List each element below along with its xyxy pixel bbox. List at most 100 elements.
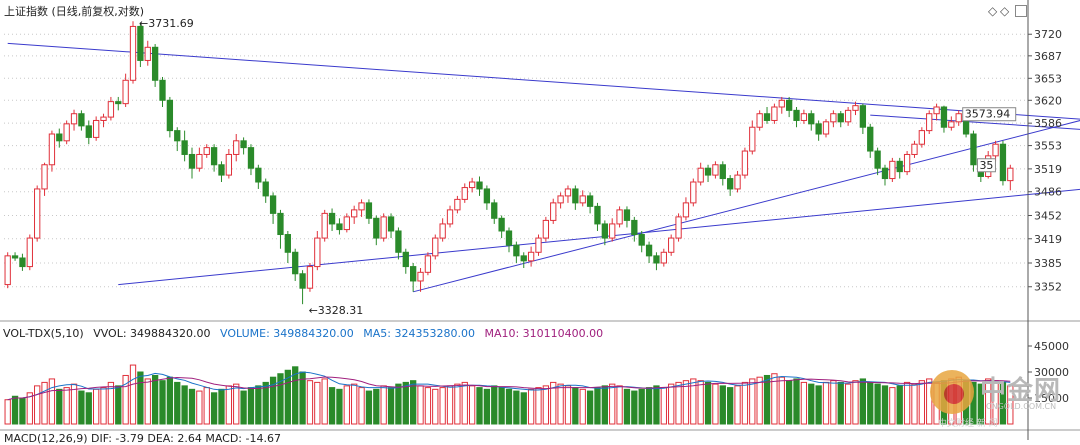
y-tick-label: 3419 <box>1034 233 1062 246</box>
volume-ma-line <box>7 376 1011 401</box>
candle-body <box>203 147 210 155</box>
candle-body <box>926 113 933 132</box>
volume-bar <box>328 387 336 425</box>
candle-body <box>19 257 26 268</box>
volume-bar <box>387 387 395 425</box>
volume-bar <box>373 388 380 425</box>
volume-bar <box>92 388 100 425</box>
volume-bar <box>188 388 196 425</box>
volume-bar <box>778 376 785 425</box>
volume-bar <box>601 385 608 425</box>
candle-body <box>948 121 955 128</box>
trendline <box>413 120 1080 293</box>
volume-bar <box>712 383 719 425</box>
volume-bar <box>822 381 830 425</box>
candle-body <box>380 216 387 239</box>
candle-body <box>734 174 741 190</box>
candle-body <box>159 79 166 101</box>
candle-body <box>660 251 667 264</box>
volume-bar <box>653 385 660 425</box>
volume-bar <box>550 381 557 425</box>
trendline <box>870 114 1080 130</box>
candle-body <box>240 140 247 149</box>
candle-body <box>314 237 321 268</box>
volume-bar <box>520 392 527 425</box>
volume-bar <box>844 383 852 425</box>
candle-body <box>115 101 122 105</box>
volume-bar <box>225 385 233 425</box>
settings-icon[interactable]: ◇ <box>1000 4 1010 18</box>
candle-body <box>933 106 940 115</box>
trendline <box>7 42 1080 120</box>
volume-bar <box>41 381 48 425</box>
price-annotation: ←3731.69 <box>139 17 194 30</box>
candle-body <box>542 219 550 239</box>
candle-body <box>992 143 999 157</box>
volume-bar <box>756 376 763 425</box>
candle-body <box>852 105 859 111</box>
candle-body <box>387 216 395 232</box>
candle-body <box>26 237 33 268</box>
candle-body <box>631 219 638 236</box>
volume-bar <box>793 378 800 425</box>
candle-body <box>166 99 174 132</box>
volume-bar <box>977 383 984 425</box>
collapse-icon[interactable]: ◇ <box>988 4 998 18</box>
volume-bar <box>56 388 63 425</box>
volume-bar <box>446 385 454 425</box>
annotation-box <box>962 107 1017 122</box>
volume-bar <box>505 388 513 425</box>
volume-bar <box>704 381 712 425</box>
volume-bar <box>852 380 859 425</box>
volume-bar <box>542 385 550 425</box>
candle-body <box>63 123 70 142</box>
volume-bar <box>483 388 491 425</box>
candle-body <box>11 255 19 259</box>
volume-bar <box>461 381 468 425</box>
trendline <box>118 188 1080 286</box>
candle-body <box>815 123 822 135</box>
y-tick-label: 3687 <box>1034 50 1062 63</box>
y-tick-label: 3586 <box>1034 117 1062 130</box>
candle-body <box>874 150 881 169</box>
candle-body <box>468 181 476 189</box>
maximize-icon[interactable] <box>1015 5 1027 17</box>
volume-bar <box>410 380 417 425</box>
candle-body <box>756 113 763 128</box>
candle-body <box>645 244 653 257</box>
volume-bar <box>137 371 144 425</box>
volume-bar <box>785 380 793 425</box>
volume-bar <box>918 380 926 425</box>
candle-body <box>594 205 601 225</box>
volume-bar <box>579 388 586 425</box>
candle-body <box>837 113 844 123</box>
candle-body <box>719 164 726 180</box>
candle-body <box>586 195 594 207</box>
candle-body <box>365 202 373 219</box>
volume-bar <box>800 381 808 425</box>
volume-value: VOLUME: 349884320.00 <box>220 327 354 340</box>
volume-bar <box>498 387 505 425</box>
candle-body <box>122 79 129 105</box>
volume-bar <box>660 387 667 425</box>
candle-body <box>284 234 291 253</box>
candle-body <box>100 116 107 121</box>
candle-body <box>56 133 63 142</box>
volume-bar <box>269 376 277 425</box>
volume-bar <box>233 383 240 425</box>
candle-body <box>638 234 645 246</box>
candle-body <box>144 46 151 61</box>
candle-body <box>351 209 358 218</box>
volume-bar <box>830 380 837 425</box>
candle-body <box>70 113 78 125</box>
volume-bar <box>454 383 461 425</box>
volume-bar <box>34 385 41 425</box>
watermark-brand: 中金网 <box>980 376 1062 406</box>
volume-bar <box>365 390 373 425</box>
candle-body <box>970 133 977 166</box>
volume-bar <box>159 380 166 425</box>
watermark-logo-icon <box>930 370 974 414</box>
volume-bar <box>1007 385 1014 425</box>
volume-bar <box>63 387 70 425</box>
volume-bar <box>284 369 291 425</box>
